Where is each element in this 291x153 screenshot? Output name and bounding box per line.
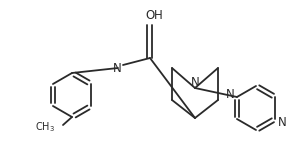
Text: N: N	[113, 62, 121, 75]
Text: H: H	[154, 9, 162, 22]
Text: O: O	[146, 9, 155, 22]
Text: N: N	[226, 88, 234, 101]
Text: CH$_3$: CH$_3$	[35, 120, 55, 134]
Text: N: N	[278, 116, 286, 129]
Text: N: N	[191, 75, 199, 88]
